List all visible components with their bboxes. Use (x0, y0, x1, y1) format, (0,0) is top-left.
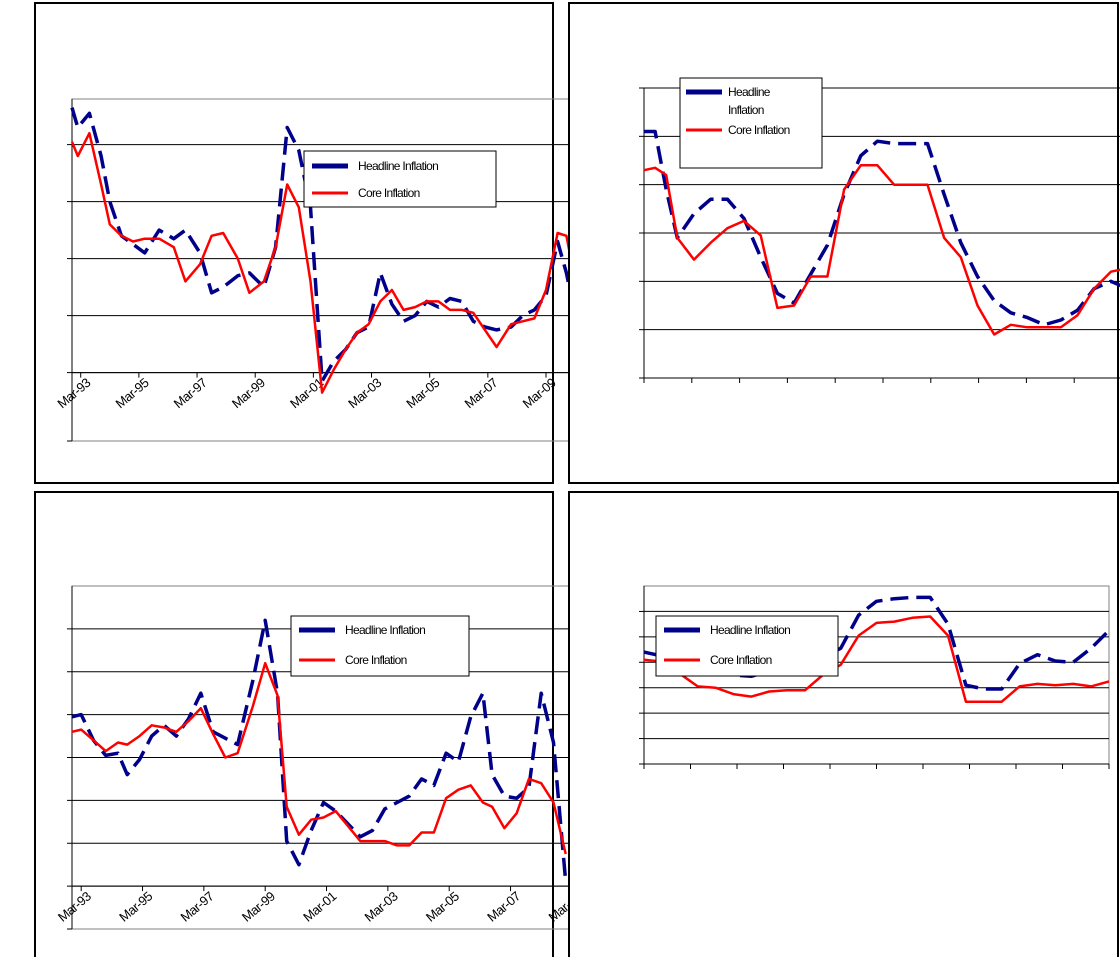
x-tick-label: Mar-93 (55, 888, 94, 924)
legend-box (303, 150, 497, 208)
x-tick-label: Mar-07 (484, 888, 523, 924)
x-tick-label: Mar-09 (520, 375, 559, 411)
x-tick-label: Mar-97 (178, 888, 217, 924)
x-tick-label: Mar-03 (345, 375, 384, 411)
legend: Headline Inflation Core Inflation (290, 615, 470, 677)
chart-panel-4: Headline Inflation Core Inflation (568, 491, 1119, 957)
x-tick-label: Mar-03 (362, 888, 401, 924)
legend: Headline Inflation Core Inflation (655, 615, 839, 677)
core-inflation-line (70, 131, 580, 394)
line-chart: Headline Inflation Core Inflation (639, 77, 1120, 383)
chart-panel-2: Headline Inflation Core Inflation (568, 2, 1120, 484)
x-tick-label: Mar-05 (403, 375, 442, 411)
x-tick-label: Mar-95 (116, 888, 155, 924)
x-tick-label: Mar-95 (113, 375, 152, 411)
legend-box (290, 615, 470, 677)
core-inflation-line (643, 164, 1120, 336)
line-chart: Mar-93 Mar-95 Mar-97 Mar-99 Mar-01 Mar-03 Mar-… (55, 585, 585, 930)
x-tick-label: Mar-01 (300, 888, 339, 924)
legend-headline-label: Headline Inflation (728, 85, 771, 117)
legend-core-label: Core Inflation (728, 123, 790, 137)
legend-box (655, 615, 839, 677)
x-tick-label: Mar-93 (54, 375, 93, 411)
legend: Headline Inflation Core Inflation (303, 150, 497, 208)
chart-panel-1: Mar-93 Mar-95 Mar-97 Mar-99 Mar-01 Mar-03 Mar-… (34, 2, 580, 484)
plot-area (71, 98, 579, 442)
legend-core-label: Core Inflation (710, 653, 772, 667)
legend-core-label: Core Inflation (358, 186, 420, 200)
headline-inflation-line (644, 129, 1120, 327)
chart-panel-3: Mar-93 Mar-95 Mar-97 Mar-99 Mar-01 Mar-03 Mar-… (34, 491, 585, 957)
x-tick-label: Mar-05 (423, 888, 462, 924)
legend: Headline Inflation Core Inflation (679, 77, 823, 169)
legend-headline-label: Headline Inflation (358, 159, 438, 173)
x-tick-label: Mar-97 (171, 375, 210, 411)
x-tick-label: Mar-99 (239, 888, 278, 924)
core-inflation-line (71, 661, 567, 855)
headline-inflation-line (71, 618, 568, 882)
x-tick-label: Mar-99 (229, 375, 268, 411)
line-chart: Mar-93 Mar-95 Mar-97 Mar-99 Mar-01 Mar-03 Mar-… (54, 98, 580, 442)
line-chart: Headline Inflation Core Inflation (639, 585, 1111, 769)
legend-headline-label: Headline Inflation (345, 623, 425, 637)
x-tick-label: Mar-07 (462, 375, 501, 411)
legend-core-label: Core Inflation (345, 653, 407, 667)
core-inflation-line (643, 615, 1110, 703)
headline-inflation-line (70, 107, 580, 383)
legend-headline-label: Headline Inflation (710, 623, 790, 637)
